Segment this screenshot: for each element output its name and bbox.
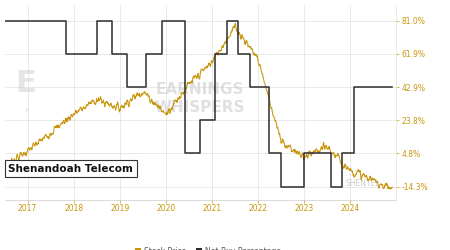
Text: EARNINGS
WHISPERS: EARNINGS WHISPERS <box>155 82 246 116</box>
Text: ’: ’ <box>22 108 30 128</box>
Legend: Stock Price, Net-Buy Percentage: Stock Price, Net-Buy Percentage <box>132 244 284 250</box>
Text: E: E <box>16 68 36 98</box>
Text: SHENTEL: SHENTEL <box>346 179 380 188</box>
Text: Shenandoah Telecom: Shenandoah Telecom <box>9 164 133 174</box>
